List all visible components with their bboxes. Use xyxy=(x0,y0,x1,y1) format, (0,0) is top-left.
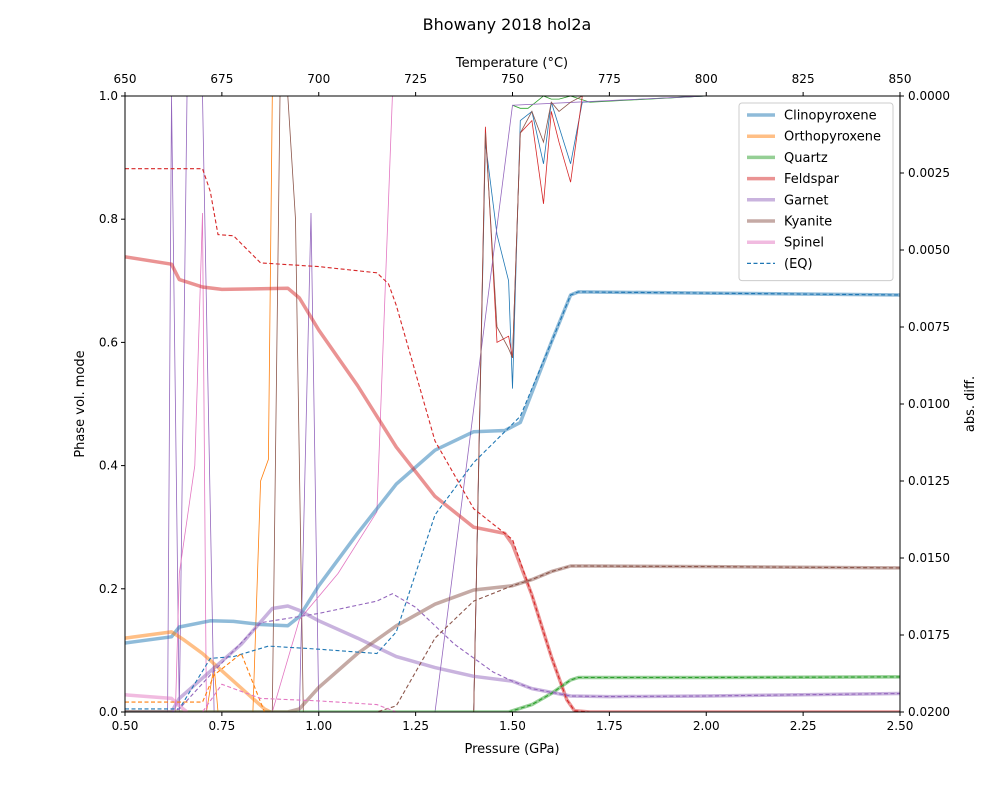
eq-line-0 xyxy=(125,291,900,710)
y-tick-label: 0.6 xyxy=(99,335,118,349)
eq-line-3 xyxy=(125,168,900,712)
legend-label-eq: (EQ) xyxy=(784,257,813,272)
y-tick-label: 0.0 xyxy=(99,705,118,719)
diff-line-6 xyxy=(125,96,416,712)
top-x-tick-label: 675 xyxy=(210,72,233,86)
eq-line-4 xyxy=(125,593,900,712)
legend: Clinopyroxene Orthopyroxene Quartz Feldspar… xyxy=(738,102,894,282)
top-x-axis-label: Temperature (°C) xyxy=(455,56,568,71)
top-x-tick-label: 800 xyxy=(695,72,718,86)
top-x-tick-label: 775 xyxy=(598,72,621,86)
y2-tick-label: 0.0075 xyxy=(908,320,950,334)
eq-line-5 xyxy=(125,565,900,712)
series-line-clinopyroxene xyxy=(125,290,900,645)
legend-label-spinel: Spinel xyxy=(784,236,824,251)
abs-diff-lines xyxy=(125,96,900,712)
x-tick-label: 1.00 xyxy=(305,719,332,733)
diff-line-2 xyxy=(512,96,707,109)
x-tick-label: 2.00 xyxy=(693,719,720,733)
legend-label-garnet: Garnet xyxy=(784,193,829,208)
series-line-kyanite xyxy=(125,564,900,712)
legend-label-quartz: Quartz xyxy=(784,151,828,166)
y2-axis-label: abs. diff. xyxy=(963,376,978,432)
legend-label-orthopyroxene: Orthopyroxene xyxy=(784,130,881,145)
y2-tick-label: 0.0000 xyxy=(908,89,950,103)
y2-tick-label: 0.0150 xyxy=(908,551,950,565)
axes-ticks: 0.50 0.75 1.00 1.25 1.50 1.75 2.00 2.25 2.500.00… xyxy=(99,72,950,733)
x-tick-label: 1.75 xyxy=(596,719,623,733)
legend-box xyxy=(738,102,894,282)
eq-line-2 xyxy=(125,676,900,712)
eq-line-6 xyxy=(125,683,397,712)
legend-label-clinopyroxene: Clinopyroxene xyxy=(784,109,877,124)
top-x-tick-label: 850 xyxy=(889,72,912,86)
x-tick-label: 1.25 xyxy=(402,719,429,733)
top-x-tick-label: 825 xyxy=(792,72,815,86)
y-tick-label: 1.0 xyxy=(99,89,118,103)
diff-line-5 xyxy=(125,96,707,712)
legend-label-feldspar: Feldspar xyxy=(784,172,840,187)
diff-line-1 xyxy=(125,96,273,712)
y2-tick-label: 0.0100 xyxy=(908,397,950,411)
diff-line-4 xyxy=(125,96,707,712)
x-tick-label: 2.50 xyxy=(887,719,914,733)
series-line-orthopyroxene xyxy=(125,630,272,712)
top-x-tick-label: 750 xyxy=(501,72,524,86)
y2-tick-label: 0.0050 xyxy=(908,243,950,257)
eq-lines xyxy=(125,168,900,712)
series-line-spinel xyxy=(125,693,189,712)
y-tick-label: 0.8 xyxy=(99,212,118,226)
top-x-tick-label: 650 xyxy=(114,72,137,86)
eq-line-1 xyxy=(125,652,266,712)
x-tick-label: 0.50 xyxy=(112,719,139,733)
y-tick-label: 0.4 xyxy=(99,459,118,473)
y2-tick-label: 0.0175 xyxy=(908,628,950,642)
legend-label-kyanite: Kyanite xyxy=(784,215,832,230)
y2-tick-label: 0.0125 xyxy=(908,474,950,488)
x-tick-label: 0.75 xyxy=(209,719,236,733)
series-line-garnet xyxy=(125,604,900,712)
top-x-tick-label: 700 xyxy=(307,72,330,86)
y2-tick-label: 0.0025 xyxy=(908,166,950,180)
x-tick-label: 2.25 xyxy=(790,719,817,733)
chart-title: Bhowany 2018 hol2a xyxy=(423,15,592,34)
y2-tick-label: 0.0200 xyxy=(908,705,950,719)
y-axis-label: Phase vol. mode xyxy=(73,350,88,457)
x-tick-label: 1.50 xyxy=(499,719,526,733)
y-tick-label: 0.2 xyxy=(99,582,118,596)
x-axis-label: Pressure (GPa) xyxy=(464,742,559,757)
top-x-tick-label: 725 xyxy=(404,72,427,86)
